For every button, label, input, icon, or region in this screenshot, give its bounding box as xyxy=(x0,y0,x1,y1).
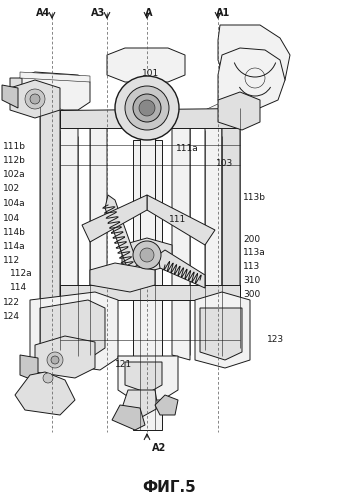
Text: A2: A2 xyxy=(152,443,166,453)
Text: 121: 121 xyxy=(115,360,132,369)
Polygon shape xyxy=(35,336,95,378)
Polygon shape xyxy=(218,92,260,130)
Circle shape xyxy=(25,89,45,109)
Polygon shape xyxy=(15,372,75,415)
Text: 111: 111 xyxy=(169,215,186,224)
Polygon shape xyxy=(107,48,185,82)
Text: 102a: 102a xyxy=(3,170,26,179)
Text: 112: 112 xyxy=(3,256,21,265)
Text: 113: 113 xyxy=(243,262,261,271)
Text: 101: 101 xyxy=(142,69,159,78)
Text: 103: 103 xyxy=(216,159,234,168)
Text: 123: 123 xyxy=(267,335,284,344)
Polygon shape xyxy=(60,108,240,128)
Polygon shape xyxy=(90,263,155,292)
Text: 300: 300 xyxy=(243,290,261,299)
Polygon shape xyxy=(20,72,90,82)
Polygon shape xyxy=(112,405,145,430)
Polygon shape xyxy=(10,80,60,118)
Polygon shape xyxy=(40,103,60,350)
Circle shape xyxy=(43,373,53,383)
Circle shape xyxy=(30,94,40,104)
Text: 122: 122 xyxy=(3,298,20,307)
Polygon shape xyxy=(222,108,240,356)
Text: 111a: 111a xyxy=(176,144,198,153)
Text: 114: 114 xyxy=(10,283,27,292)
Polygon shape xyxy=(133,140,162,430)
Text: 310: 310 xyxy=(243,276,261,285)
Text: A4: A4 xyxy=(36,8,50,18)
Polygon shape xyxy=(40,103,78,116)
Text: A: A xyxy=(145,8,152,18)
Polygon shape xyxy=(40,300,105,358)
Text: 112b: 112b xyxy=(3,156,26,165)
Text: 113b: 113b xyxy=(243,193,266,202)
Circle shape xyxy=(125,86,169,130)
Text: 111b: 111b xyxy=(3,142,26,151)
Circle shape xyxy=(115,76,179,140)
Text: 102: 102 xyxy=(3,184,21,193)
Polygon shape xyxy=(30,292,118,370)
Polygon shape xyxy=(90,116,107,360)
Polygon shape xyxy=(218,25,290,90)
Polygon shape xyxy=(122,238,172,272)
Circle shape xyxy=(139,100,155,116)
Circle shape xyxy=(133,94,161,122)
Text: A3: A3 xyxy=(91,8,105,18)
Circle shape xyxy=(133,241,161,269)
Text: A1: A1 xyxy=(216,8,230,18)
Polygon shape xyxy=(140,138,155,245)
Polygon shape xyxy=(195,292,250,368)
Text: 104: 104 xyxy=(3,214,21,223)
Text: 114a: 114a xyxy=(3,242,26,251)
Text: 114b: 114b xyxy=(3,228,26,237)
Polygon shape xyxy=(147,195,215,245)
Circle shape xyxy=(51,356,59,364)
Polygon shape xyxy=(205,102,240,116)
Polygon shape xyxy=(118,356,178,400)
Polygon shape xyxy=(105,195,138,270)
Polygon shape xyxy=(205,110,222,356)
Circle shape xyxy=(140,248,154,262)
Polygon shape xyxy=(158,250,205,288)
Polygon shape xyxy=(20,72,90,110)
Polygon shape xyxy=(125,362,162,393)
Polygon shape xyxy=(172,116,190,360)
Polygon shape xyxy=(60,110,78,356)
Text: 112a: 112a xyxy=(10,269,33,278)
Polygon shape xyxy=(122,390,158,418)
Polygon shape xyxy=(155,395,178,415)
Polygon shape xyxy=(10,78,22,95)
Text: 113a: 113a xyxy=(243,249,266,257)
Text: ФИГ.5: ФИГ.5 xyxy=(142,481,196,496)
Text: 124: 124 xyxy=(3,312,20,321)
Text: 104a: 104a xyxy=(3,199,26,208)
Polygon shape xyxy=(200,308,242,360)
Polygon shape xyxy=(20,355,38,382)
Polygon shape xyxy=(2,85,18,108)
Polygon shape xyxy=(60,285,240,300)
Circle shape xyxy=(47,352,63,368)
Polygon shape xyxy=(218,48,285,110)
Polygon shape xyxy=(82,195,147,242)
Text: 200: 200 xyxy=(243,235,261,244)
